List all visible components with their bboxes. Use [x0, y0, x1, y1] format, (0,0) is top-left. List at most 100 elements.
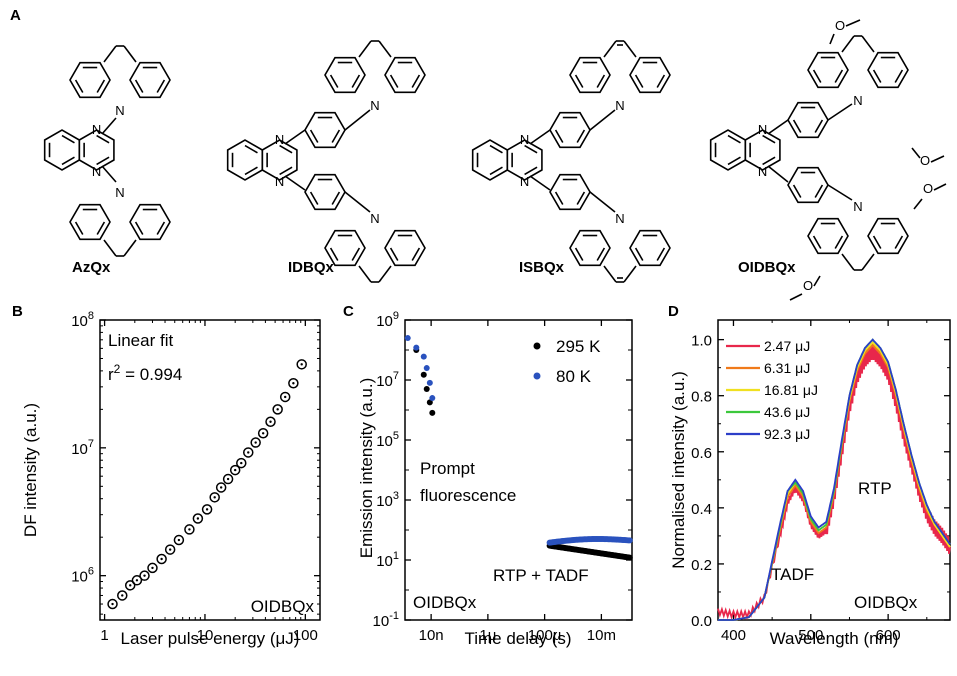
legend-marker-295k: [533, 342, 541, 350]
nitrogen-atom: N: [853, 199, 862, 214]
y-tick-label: 10-1: [373, 610, 399, 630]
nitrogen-atom: N: [370, 98, 379, 113]
tick-exponent: 9: [393, 310, 399, 322]
data-point: [139, 570, 150, 581]
double-bond: [834, 69, 844, 83]
bond: [623, 265, 637, 283]
double-bond: [634, 247, 644, 261]
chart-d: D 0.0 0.2 0.4 0.6 0.8 1.0 400 500 600 2.47 μJ 6.31 …: [668, 303, 951, 648]
double-bond: [411, 247, 421, 261]
bond: [841, 35, 855, 53]
bond: [378, 265, 392, 283]
double-bond: [74, 79, 84, 93]
data-point-center: [160, 557, 163, 561]
double-bond: [96, 79, 106, 93]
data-point: [124, 580, 136, 591]
double-bond: [331, 129, 341, 143]
phenyl-ring: [549, 111, 591, 149]
data-point-center: [261, 432, 265, 435]
data-point: [192, 513, 204, 524]
data-point: [265, 416, 276, 427]
oxygen-atom: O: [835, 18, 845, 33]
data-point-center: [240, 461, 243, 465]
annotation-linear-fit: Linear fit: [108, 331, 173, 350]
bond: [103, 45, 117, 63]
data-point-center: [196, 517, 200, 520]
azepine-aryl-ring: [867, 51, 909, 89]
r-squared-value: = 0.994: [120, 365, 182, 384]
azepine-aryl-ring: [324, 229, 366, 267]
annotation-sample: OIDBQx: [251, 597, 315, 616]
bond: [861, 253, 875, 271]
prompt-point-295k: [429, 409, 436, 416]
tick-base: 10: [376, 493, 393, 510]
data-point-center: [233, 468, 237, 472]
double-bond: [329, 74, 339, 88]
data-point: [250, 437, 261, 448]
azepine-aryl-ring: [629, 229, 671, 267]
annotation-rtp-tadf: RTP + TADF: [493, 566, 589, 585]
tick-exponent: 8: [88, 310, 94, 322]
bond: [845, 19, 861, 27]
bond: [284, 175, 306, 191]
y-tick-label: 0.6: [691, 445, 712, 462]
bond: [603, 265, 617, 283]
tick-exponent: 7: [393, 370, 399, 382]
bond: [103, 239, 117, 257]
tick-base: 10: [71, 569, 88, 586]
data-point-center: [135, 579, 139, 582]
bond: [930, 155, 945, 163]
y-tick-label: 101: [376, 550, 399, 570]
tick-exponent: -1: [389, 610, 399, 622]
bond: [913, 198, 923, 210]
bond: [529, 175, 551, 191]
panel-d-letter: D: [668, 303, 679, 320]
y-tick-label: 109: [376, 310, 399, 330]
data-point-center: [205, 508, 209, 511]
prompt-point-80k: [423, 365, 430, 372]
double-bond: [554, 129, 564, 143]
label-idbqx: IDBQx: [288, 259, 335, 276]
annotation-rtp: RTP: [858, 479, 892, 498]
azepine-aryl-ring: [867, 217, 909, 255]
data-point: [156, 553, 167, 565]
data-point-center: [226, 477, 230, 481]
data-point-center: [143, 574, 146, 577]
azepine-aryl-ring: [807, 217, 849, 255]
double-bond: [489, 166, 503, 176]
data-point: [229, 464, 241, 476]
azepine-aryl-ring: [69, 203, 111, 241]
data-point-center: [269, 420, 272, 423]
legend-label: 43.6 μJ: [764, 404, 810, 420]
x-tick-label: 10: [197, 627, 214, 644]
phenyl-ring: [304, 173, 346, 211]
x-tick-label: 1: [100, 627, 108, 644]
bond: [767, 119, 789, 135]
y-tick-label: 0.2: [691, 557, 712, 574]
data-point: [296, 359, 307, 370]
double-bond: [894, 69, 904, 83]
data-point: [131, 575, 143, 586]
bond: [767, 165, 789, 183]
double-bond: [156, 221, 166, 235]
double-bond: [814, 119, 824, 133]
data-point: [209, 492, 220, 503]
azepine-aryl-ring: [69, 61, 111, 99]
bond: [344, 109, 371, 131]
r-squared-exponent: 2: [114, 362, 121, 376]
y-tick-label: 1.0: [691, 333, 712, 350]
x-tick-label: 500: [798, 627, 823, 644]
tick-exponent: 5: [393, 430, 399, 442]
double-bond: [351, 74, 361, 88]
data-point: [107, 598, 118, 610]
double-bond: [331, 191, 341, 205]
y-tick-label: 0.8: [691, 389, 712, 406]
data-point-center: [247, 451, 250, 454]
nitrogen-atom: N: [275, 132, 284, 147]
data-point-center: [254, 441, 257, 444]
pyrazine-ring: [78, 129, 115, 171]
bond: [861, 35, 875, 53]
double-bond: [872, 69, 882, 83]
double-bond: [74, 221, 84, 235]
tick-base: 10: [376, 553, 393, 570]
